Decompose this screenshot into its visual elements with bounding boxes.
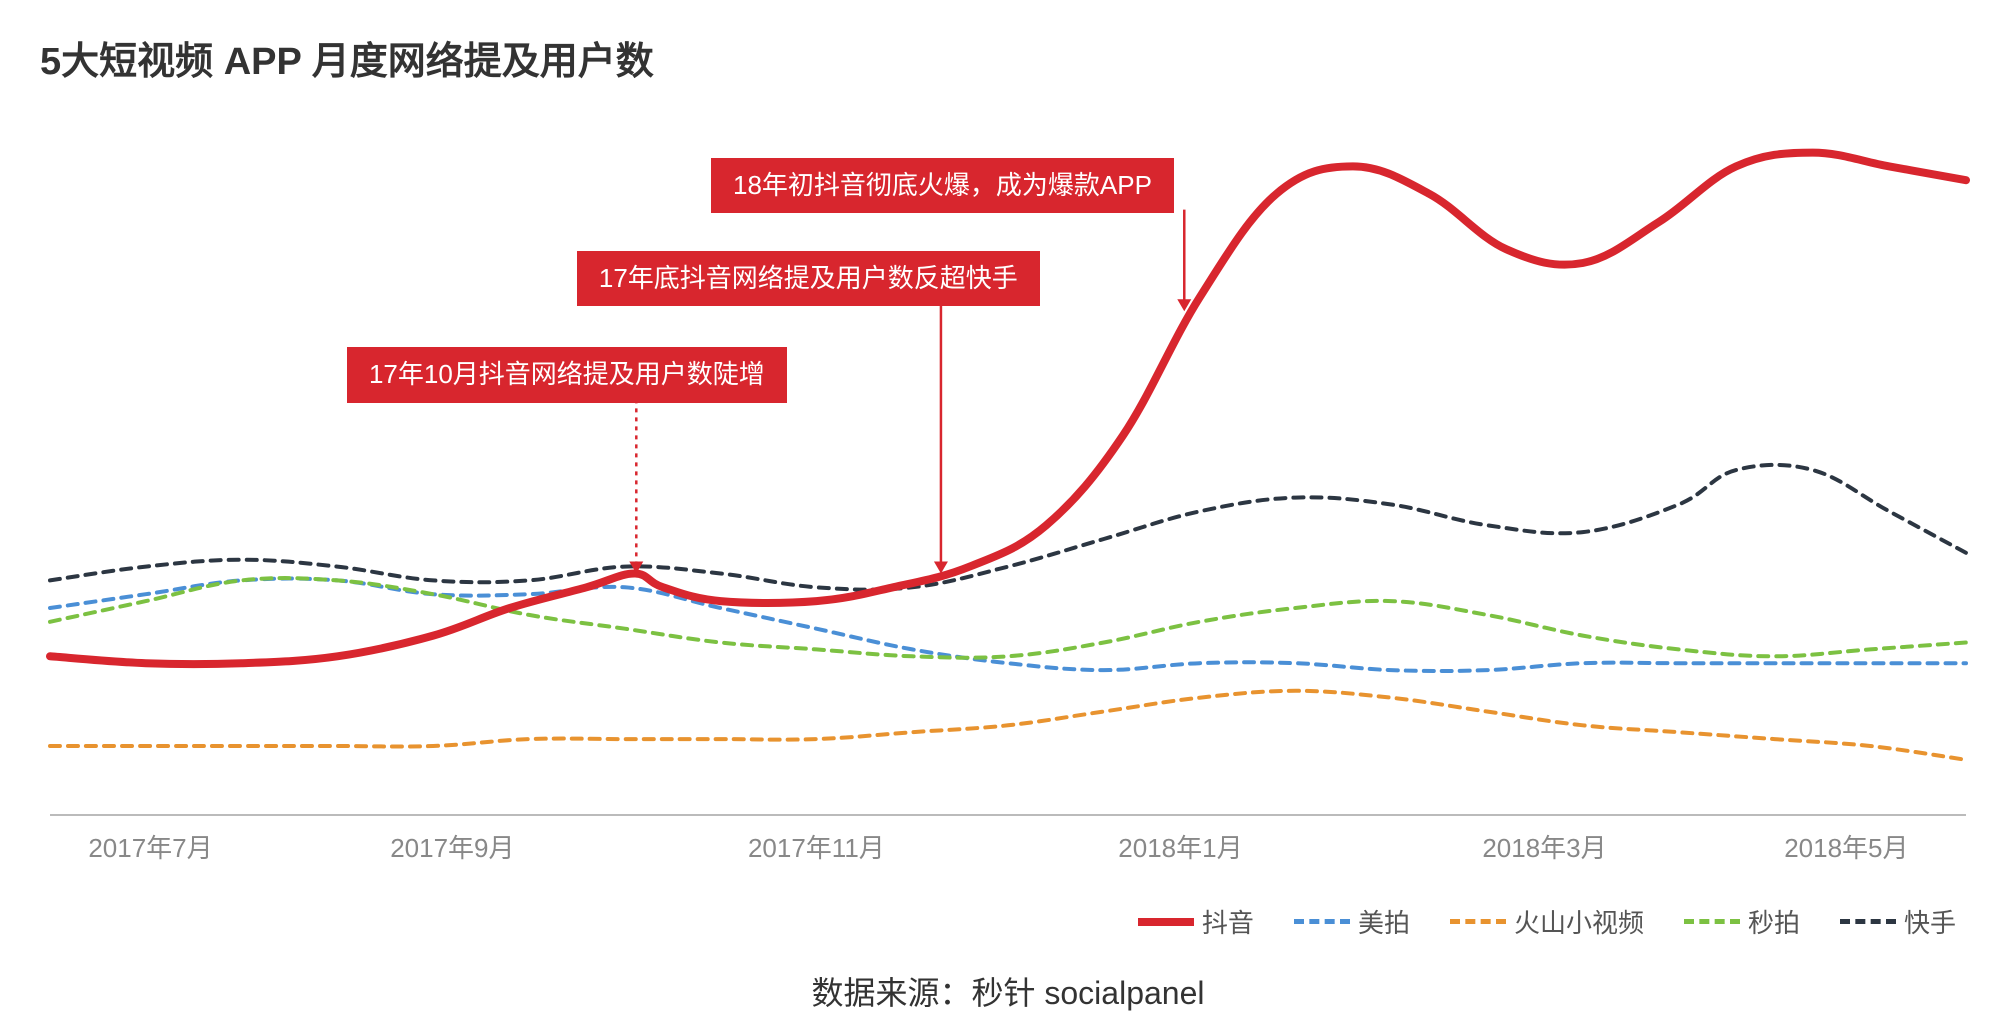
legend-swatch-icon — [1294, 919, 1350, 924]
chart-legend: 抖音 美拍 火山小视频 秒拍 快手 — [40, 903, 1976, 940]
legend-swatch-icon — [1450, 919, 1506, 924]
series-line-秒拍 — [50, 578, 1966, 658]
x-axis-label: 2017年9月 — [390, 833, 514, 863]
series-line-火山小视频 — [50, 691, 1966, 760]
legend-swatch-icon — [1840, 919, 1896, 924]
data-source: 数据来源：秒针 socialpanel — [40, 968, 1976, 1014]
legend-item: 秒拍 — [1684, 903, 1800, 940]
legend-label: 快手 — [1904, 903, 1956, 940]
chart-title: 5大短视频 APP 月度网络提及用户数 — [40, 30, 1976, 85]
legend-item: 火山小视频 — [1450, 903, 1644, 940]
legend-label: 美拍 — [1358, 903, 1410, 940]
legend-item: 美拍 — [1294, 903, 1410, 940]
legend-item: 快手 — [1840, 903, 1956, 940]
legend-label: 秒拍 — [1748, 903, 1800, 940]
x-axis-label: 2017年11月 — [748, 833, 885, 863]
x-axis-label: 2017年7月 — [88, 833, 212, 863]
callout-text: 18年初抖音彻底火爆，成为爆款APP — [733, 170, 1152, 200]
callout-text: 17年10月抖音网络提及用户数陡增 — [369, 359, 765, 389]
legend-label: 抖音 — [1202, 903, 1254, 940]
callout-box: 17年10月抖音网络提及用户数陡增 — [347, 347, 787, 402]
legend-swatch-icon — [1684, 919, 1740, 924]
line-chart-svg: 2017年7月 2017年9月 2017年11月 2018年1月 2018年3月 2018… — [40, 115, 1976, 895]
chart-container: 2017年7月 2017年9月 2017年11月 2018年1月 2018年3月 2018… — [40, 115, 1976, 895]
x-axis-label: 2018年5月 — [1784, 833, 1908, 863]
legend-swatch-icon — [1138, 918, 1194, 926]
series-line-快手 — [50, 465, 1966, 590]
series-line-抖音 — [50, 153, 1966, 665]
x-axis-label: 2018年3月 — [1482, 833, 1606, 863]
legend-item: 抖音 — [1138, 903, 1254, 940]
callout-box: 17年底抖音网络提及用户数反超快手 — [577, 251, 1040, 306]
callout-text: 17年底抖音网络提及用户数反超快手 — [599, 263, 1018, 293]
callout-box: 18年初抖音彻底火爆，成为爆款APP — [711, 158, 1174, 213]
legend-label: 火山小视频 — [1514, 903, 1644, 940]
x-axis-label: 2018年1月 — [1118, 833, 1242, 863]
